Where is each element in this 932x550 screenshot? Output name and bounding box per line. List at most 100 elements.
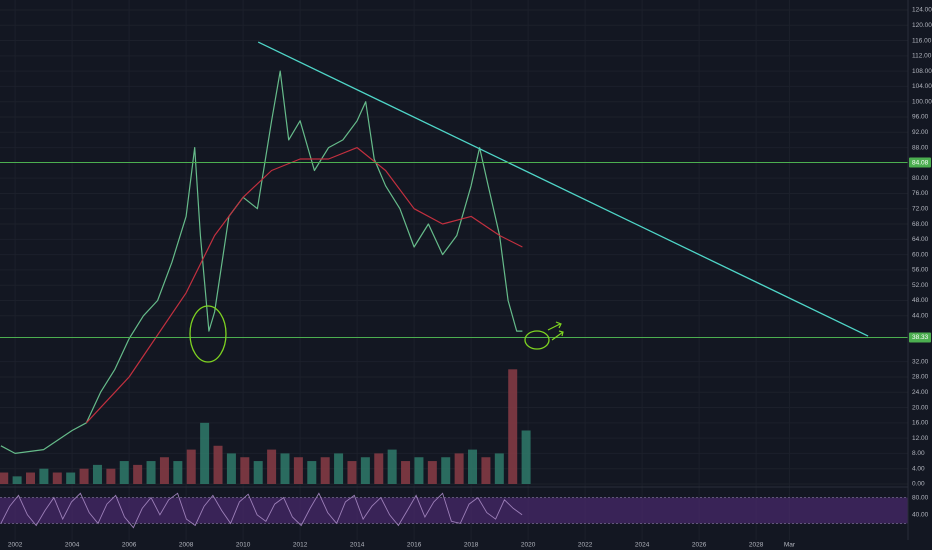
volume-bar xyxy=(52,472,62,484)
x-tick-label: 2024 xyxy=(635,542,650,549)
volume-bar xyxy=(25,472,35,484)
volume-bar xyxy=(12,476,22,484)
y-tick-label: 80.00 xyxy=(912,494,929,501)
volume-bar xyxy=(240,457,250,484)
y-tick-label: 20.00 xyxy=(912,404,929,411)
y-tick-label: 112.00 xyxy=(912,53,932,60)
x-tick-label: Mar xyxy=(784,542,796,549)
x-tick-label: 2014 xyxy=(350,542,365,549)
volume-bar xyxy=(186,449,196,484)
volume-bar xyxy=(79,468,89,484)
x-tick-label: 2006 xyxy=(122,542,137,549)
y-tick-label: 48.00 xyxy=(912,297,929,304)
x-tick-label: 2012 xyxy=(293,542,308,549)
y-tick-label: 76.00 xyxy=(912,190,929,197)
oscillator-band xyxy=(0,497,908,524)
y-tick-label: 4.00 xyxy=(912,465,925,472)
volume-bar xyxy=(374,453,384,484)
volume-bar xyxy=(481,457,491,484)
volume-bar xyxy=(468,449,478,484)
volume-bar xyxy=(508,369,518,484)
x-tick-label: 2020 xyxy=(521,542,536,549)
volume-bar xyxy=(521,430,531,484)
y-tick-label: 8.00 xyxy=(912,450,925,457)
y-tick-label: 28.00 xyxy=(912,374,929,381)
y-tick-label: 64.00 xyxy=(912,236,929,243)
volume-bar xyxy=(414,457,424,484)
volume-bar xyxy=(307,461,317,484)
x-tick-label: 2022 xyxy=(578,542,593,549)
volume-bar xyxy=(39,468,49,484)
y-tick-label: 80.00 xyxy=(912,175,929,182)
volume-bar xyxy=(213,445,223,484)
y-tick-label: 72.00 xyxy=(912,205,929,212)
volume-bar xyxy=(66,472,76,484)
volume-bar xyxy=(387,449,397,484)
x-tick-label: 2026 xyxy=(692,542,707,549)
price-line xyxy=(0,70,523,454)
y-tick-label: 32.00 xyxy=(912,358,929,365)
y-tick-label: 60.00 xyxy=(912,251,929,258)
volume-bar xyxy=(173,461,183,484)
volume-bar xyxy=(267,449,277,484)
y-tick-label: 40.00 xyxy=(912,512,929,519)
price-label: 38.33 xyxy=(912,334,929,341)
oscillator-line xyxy=(0,492,523,529)
y-tick-label: 108.00 xyxy=(912,68,932,75)
y-tick-label: 124.00 xyxy=(912,7,932,14)
price-label-box xyxy=(909,332,931,343)
volume-bar xyxy=(427,461,437,484)
y-tick-label: 24.00 xyxy=(912,389,929,396)
y-tick-label: 0.00 xyxy=(912,481,925,488)
x-tick-label: 2004 xyxy=(65,542,80,549)
volume-bar xyxy=(401,461,411,484)
volume-bar xyxy=(200,422,210,484)
volume-bar xyxy=(293,457,303,484)
price-label: 84.08 xyxy=(912,159,929,166)
volume-bar xyxy=(133,464,143,484)
annotation-circle xyxy=(189,305,227,363)
y-tick-label: 16.00 xyxy=(912,420,929,427)
price-line xyxy=(85,147,523,424)
y-tick-label: 52.00 xyxy=(912,282,929,289)
volume-bar xyxy=(253,461,263,484)
volume-bar xyxy=(441,457,451,484)
volume-bar xyxy=(347,461,357,484)
y-tick-label: 56.00 xyxy=(912,267,929,274)
volume-bar xyxy=(360,457,370,484)
volume-bar xyxy=(454,453,464,484)
y-tick-label: 88.00 xyxy=(912,144,929,151)
volume-bar xyxy=(494,453,504,484)
y-tick-label: 120.00 xyxy=(912,22,932,29)
x-tick-label: 2018 xyxy=(464,542,479,549)
y-tick-label: 100.00 xyxy=(912,98,932,105)
volume-bar xyxy=(119,461,129,484)
y-tick-label: 104.00 xyxy=(912,83,932,90)
y-tick-label: 92.00 xyxy=(912,129,929,136)
volume-bar xyxy=(159,457,169,484)
annotation-arrow xyxy=(547,321,564,341)
volume-bar xyxy=(226,453,236,484)
x-tick-label: 2002 xyxy=(8,542,23,549)
y-tick-label: 44.00 xyxy=(912,313,929,320)
volume-bar xyxy=(334,453,344,484)
volume-bar xyxy=(280,453,290,484)
volume-bar xyxy=(0,472,9,484)
volume-bar xyxy=(106,468,116,484)
y-tick-label: 12.00 xyxy=(912,435,929,442)
y-tick-label: 96.00 xyxy=(912,114,929,121)
trendline xyxy=(257,41,869,337)
annotation-circle xyxy=(524,330,550,350)
volume-bar xyxy=(92,464,102,484)
y-tick-label: 116.00 xyxy=(912,37,932,44)
x-tick-label: 2028 xyxy=(749,542,764,549)
x-tick-label: 2016 xyxy=(407,542,422,549)
volume-bar xyxy=(320,457,330,484)
price-label-box xyxy=(909,157,931,168)
y-tick-label: 68.00 xyxy=(912,221,929,228)
x-tick-label: 2008 xyxy=(179,542,194,549)
volume-bar xyxy=(146,461,156,484)
